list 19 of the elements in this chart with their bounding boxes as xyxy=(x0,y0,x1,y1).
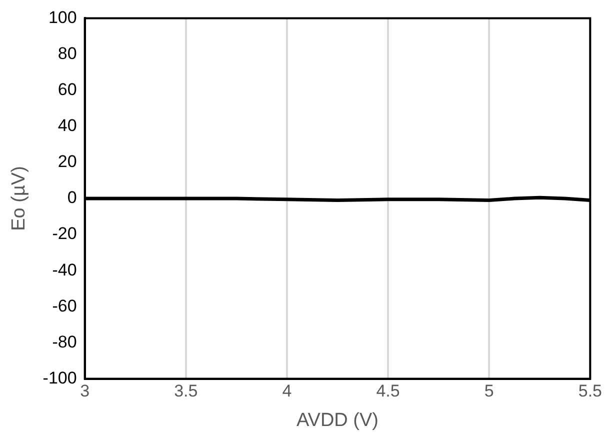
x-tick-label: 4 xyxy=(282,382,292,401)
y-tick-label: 20 xyxy=(58,152,77,172)
y-axis-title: Eo (µV) xyxy=(8,166,30,231)
y-tick-label: 60 xyxy=(58,80,77,100)
x-tick-label: 3.5 xyxy=(174,382,198,401)
x-tick-label: 3 xyxy=(80,382,90,401)
y-tick-label: -60 xyxy=(52,296,77,316)
y-tick-label: 100 xyxy=(48,8,77,27)
x-tick-label: 5.5 xyxy=(578,382,602,401)
x-tick-label: 4.5 xyxy=(376,382,400,401)
x-axis-title: AVDD (V) xyxy=(296,410,378,431)
y-tick-label: -80 xyxy=(52,332,77,352)
y-tick-label: 80 xyxy=(58,44,77,63)
y-tick-label: -20 xyxy=(52,224,77,244)
y-tick-label: -40 xyxy=(52,260,77,280)
y-tick-label: 0 xyxy=(67,188,77,208)
x-tick-label: 5 xyxy=(484,382,494,401)
y-tick-label: 40 xyxy=(58,116,77,136)
y-tick-label: -100 xyxy=(42,368,77,388)
